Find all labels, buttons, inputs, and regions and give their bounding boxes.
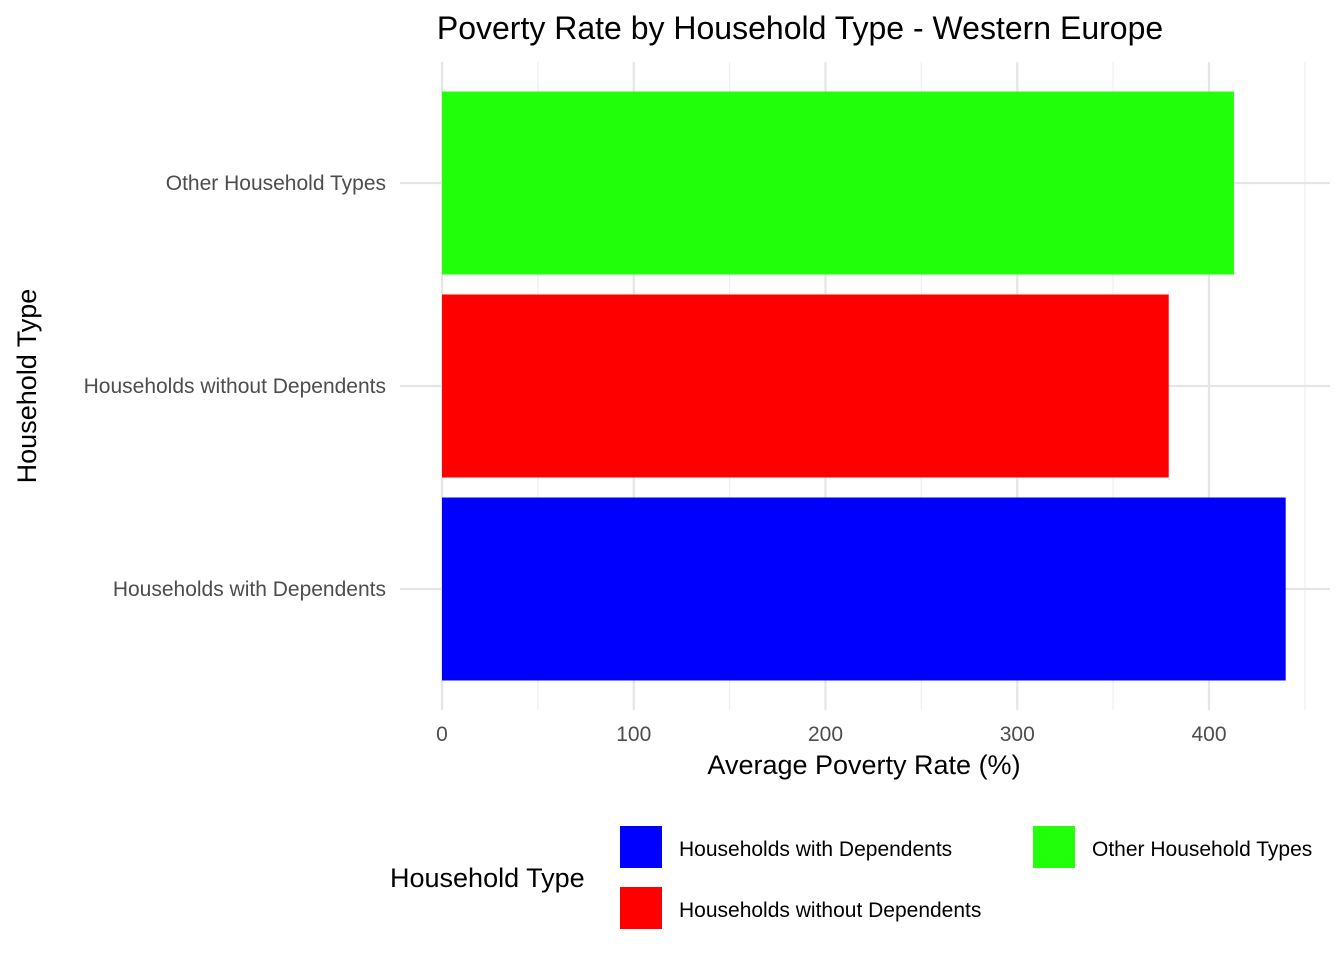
- bar: [442, 91, 1234, 275]
- x-tick-label: 400: [1191, 723, 1226, 746]
- legend-title: Household Type: [390, 863, 585, 893]
- y-tick-label: Other Household Types: [166, 172, 386, 195]
- y-axis-title: Household Type: [12, 289, 42, 484]
- legend-label: Other Household Types: [1092, 838, 1312, 861]
- legend-key: [1033, 826, 1075, 868]
- x-tick-label: 300: [1000, 723, 1035, 746]
- x-tick-label: 0: [436, 723, 448, 746]
- bar: [442, 294, 1169, 478]
- chart-title: Poverty Rate by Household Type - Western…: [437, 10, 1163, 46]
- x-tick-label: 200: [808, 723, 843, 746]
- legend-key: [620, 887, 662, 929]
- bars: [442, 91, 1286, 681]
- legend-label: Households without Dependents: [679, 899, 981, 922]
- y-tick-label: Households with Dependents: [113, 578, 386, 601]
- y-tick-label: Households without Dependents: [84, 375, 386, 398]
- legend: Households with Dependents Households wit…: [620, 826, 1312, 929]
- legend-key: [620, 826, 662, 868]
- legend-label: Households with Dependents: [679, 838, 952, 861]
- bar: [442, 497, 1286, 681]
- x-axis-title: Average Poverty Rate (%): [707, 750, 1020, 780]
- y-tick-labels: Households with Dependents Households wit…: [84, 172, 386, 601]
- x-tick-labels: 0 100 200 300 400: [436, 723, 1226, 746]
- x-tick-label: 100: [616, 723, 651, 746]
